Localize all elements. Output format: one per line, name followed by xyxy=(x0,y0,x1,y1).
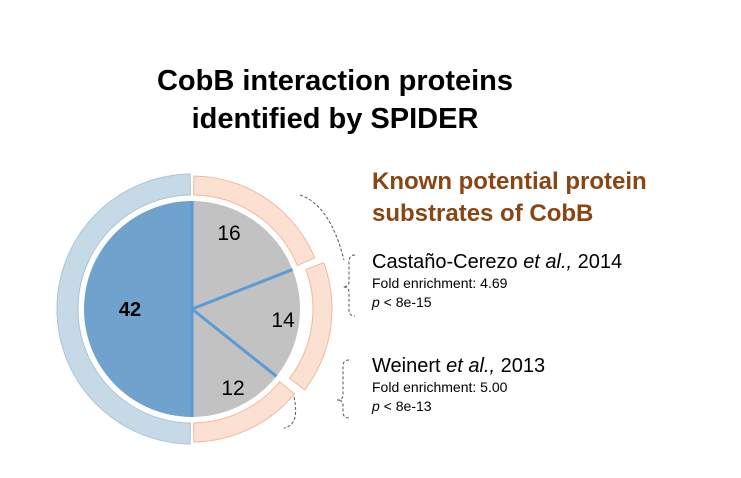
outer-ring-left xyxy=(56,173,191,445)
slice-value-label: 42 xyxy=(119,299,141,321)
pie-slices xyxy=(84,201,300,417)
reference-etal: et al., xyxy=(446,355,496,377)
fold-enrichment-label: Fold enrichment: xyxy=(372,379,477,395)
fold-enrichment: Fold enrichment: 5.00 xyxy=(372,378,732,397)
p-value: p < 8e-15 xyxy=(372,293,732,312)
known-substrates-heading: Known potential protein substrates of Co… xyxy=(372,166,732,230)
pie-slice-16 xyxy=(192,201,293,309)
slice-value-label: 12 xyxy=(221,377,244,400)
reference-brackets xyxy=(283,194,356,429)
fold-enrichment-value: 5.00 xyxy=(480,379,508,395)
p-value: p < 8e-13 xyxy=(372,397,732,416)
reference-castano-cerezo: Castaño-Cerezo et al., 2014 Fold enrichm… xyxy=(372,250,732,312)
outer-rings xyxy=(56,173,333,445)
fold-enrichment-value: 4.69 xyxy=(480,275,508,291)
fold-enrichment: Fold enrichment: 4.69 xyxy=(372,274,732,293)
slice-divider xyxy=(191,307,278,378)
slice-value-label: 16 xyxy=(217,222,240,245)
reference-etal: et al., xyxy=(523,251,573,273)
reference-bracket xyxy=(342,254,356,317)
slice-labels: 42 16 14 12 xyxy=(119,222,295,400)
outer-ring-right-piece xyxy=(193,381,296,443)
heading-line-1: Known potential protein xyxy=(372,168,647,195)
reference-bracket xyxy=(336,359,350,419)
slice-dividers xyxy=(190,201,294,417)
slice-divider xyxy=(191,268,294,311)
heading-line-2: substrates of CobB xyxy=(372,200,594,227)
reference-author: Weinert xyxy=(372,355,447,377)
p-symbol: p xyxy=(372,294,380,310)
p-symbol: p xyxy=(372,398,380,414)
outer-ring-right-piece xyxy=(288,262,333,391)
connector-arc xyxy=(283,396,297,429)
reference-year: 2013 xyxy=(495,355,546,377)
outer-ring-right-arc xyxy=(193,175,316,266)
reference-citation: Weinert et al., 2013 xyxy=(372,354,732,378)
title-line-2: identified by SPIDER xyxy=(191,103,479,135)
pie-slice-42 xyxy=(84,201,192,417)
reference-author: Castaño-Cerezo xyxy=(372,251,524,273)
chart-title: CobB interaction proteins identified by … xyxy=(110,62,560,138)
p-value-text: < 8e-13 xyxy=(379,398,432,414)
connector-arc xyxy=(299,194,345,261)
slice-value-label: 14 xyxy=(271,309,295,332)
pie-slice-14 xyxy=(192,269,300,377)
pie-slice-12 xyxy=(192,309,277,417)
reference-citation: Castaño-Cerezo et al., 2014 xyxy=(372,250,732,274)
title-line-1: CobB interaction proteins xyxy=(156,65,514,97)
p-value-text: < 8e-15 xyxy=(379,294,432,310)
outer-ring-right-arc xyxy=(288,262,333,391)
reference-weinert: Weinert et al., 2013 Fold enrichment: 5.… xyxy=(372,354,732,416)
outer-ring-right-piece xyxy=(193,175,316,266)
fold-enrichment-label: Fold enrichment: xyxy=(372,275,477,291)
reference-year: 2014 xyxy=(572,251,623,273)
outer-ring-right-arc xyxy=(193,381,296,443)
